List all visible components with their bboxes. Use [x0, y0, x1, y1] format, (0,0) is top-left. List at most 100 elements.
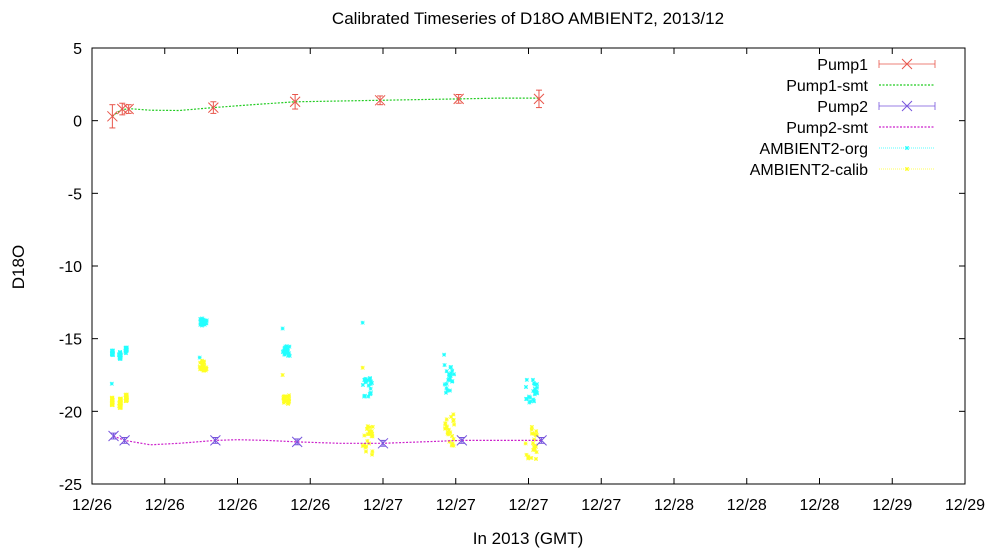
y-tick-label: -25 — [59, 477, 82, 494]
data-point — [523, 441, 528, 446]
data-point — [199, 365, 205, 370]
data-point — [531, 388, 536, 394]
data-point — [524, 452, 529, 457]
data-point — [370, 431, 375, 436]
data-point — [368, 391, 373, 396]
data-point — [534, 385, 540, 390]
data-point — [448, 375, 453, 380]
data-point — [110, 348, 115, 354]
data-point — [362, 433, 367, 438]
chart-title: Calibrated Timeseries of D18O AMBIENT2, … — [332, 9, 724, 28]
x-tick-label: 12/26 — [217, 497, 257, 514]
data-point-outlier — [197, 355, 202, 360]
legend-swatch-marker — [904, 166, 910, 172]
data-point — [368, 379, 374, 384]
data-point — [287, 353, 292, 358]
data-point — [444, 424, 449, 429]
data-point — [283, 398, 288, 403]
y-tick-label: 5 — [73, 41, 82, 58]
data-point — [448, 364, 454, 369]
data-point — [198, 367, 203, 372]
x-tick-label: 12/29 — [945, 497, 985, 514]
data-point — [528, 399, 533, 404]
data-point — [444, 426, 449, 431]
data-point — [367, 430, 372, 435]
data-point — [444, 369, 449, 374]
series-pump1 — [107, 89, 545, 129]
data-point — [363, 449, 369, 454]
data-point — [365, 432, 370, 437]
data-point — [285, 347, 290, 352]
data-point — [447, 439, 452, 444]
legend-swatch-marker — [901, 58, 913, 70]
data-point — [532, 382, 537, 387]
legend-label: Pump1-smt — [786, 78, 868, 95]
data-point — [203, 318, 208, 323]
data-point — [198, 317, 203, 322]
data-point — [280, 349, 285, 355]
data-point — [451, 372, 457, 377]
legend: Pump1 Pump1-smt Pump2 Pump2-smt AMBIENT2-org… — [750, 57, 936, 179]
legend-label: AMBIENT2-org — [760, 141, 868, 158]
y-tick-label: 0 — [73, 114, 82, 131]
data-point — [447, 377, 452, 382]
x-tick-label: 12/26 — [145, 497, 185, 514]
data-point — [529, 427, 534, 432]
data-point — [377, 437, 389, 449]
data-point — [367, 431, 372, 436]
data-point — [365, 378, 371, 383]
data-point — [117, 352, 122, 357]
data-point — [370, 424, 375, 429]
data-point — [534, 429, 539, 434]
data-point — [123, 103, 135, 115]
data-point — [360, 443, 365, 449]
data-point — [527, 395, 533, 400]
data-point — [534, 449, 539, 455]
x-tick-label: 12/27 — [363, 497, 403, 514]
data-point — [451, 412, 456, 417]
data-point — [366, 394, 371, 399]
data-point — [124, 395, 129, 400]
data-point — [200, 316, 205, 321]
data-point — [532, 386, 538, 392]
data-point — [453, 93, 465, 105]
data-point — [360, 382, 365, 387]
data-point — [124, 348, 129, 353]
data-point — [197, 364, 202, 369]
data-point — [449, 414, 454, 419]
data-point — [118, 396, 124, 401]
data-point — [523, 384, 529, 390]
data-point — [204, 365, 209, 370]
x-axis-label: In 2013 (GMT) — [473, 529, 584, 548]
data-point — [451, 417, 456, 422]
data-point — [529, 455, 534, 461]
data-point — [367, 425, 372, 430]
data-point — [282, 396, 287, 401]
data-point — [524, 377, 529, 382]
data-point — [210, 435, 221, 446]
data-point — [110, 352, 115, 357]
data-point — [531, 431, 536, 436]
x-tick-label: 12/28 — [654, 497, 694, 514]
series-pump2 — [108, 430, 547, 449]
data-point — [199, 320, 204, 325]
x-tick-label: 12/29 — [872, 497, 912, 514]
x-axis: 12/26 12/26 12/26 12/26 12/27 12/27 12/27 12/27… — [72, 48, 985, 514]
legend-label: Pump2-smt — [786, 120, 868, 137]
data-point — [118, 352, 123, 357]
data-point — [201, 368, 206, 373]
data-point — [530, 377, 536, 382]
data-point — [532, 437, 537, 442]
x-tick-label: 12/26 — [72, 497, 112, 514]
data-point — [119, 435, 130, 446]
data-point — [533, 93, 545, 105]
data-point — [282, 352, 287, 357]
data-point — [365, 438, 370, 444]
data-point — [283, 344, 288, 349]
data-point — [448, 430, 453, 435]
data-point — [124, 393, 129, 398]
y-tick-label: -5 — [68, 186, 82, 203]
data-point — [370, 449, 375, 454]
legend-swatch-marker — [904, 145, 910, 151]
